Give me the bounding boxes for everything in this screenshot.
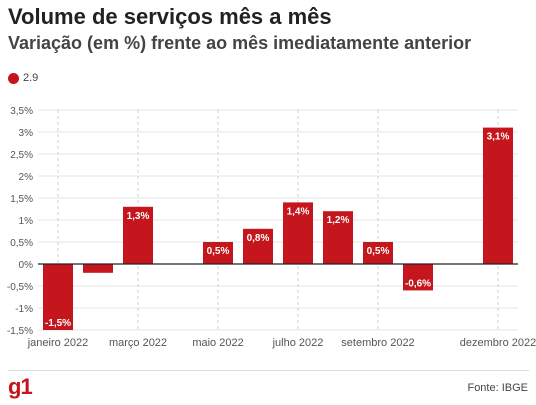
data-label: 1,2% [327, 215, 350, 226]
data-label: 0,8% [247, 233, 270, 244]
legend-swatch [8, 72, 19, 84]
chart-subtitle: Variação (em %) frente ao mês imediatame… [8, 33, 472, 53]
x-tick-label: setembro 2022 [341, 337, 414, 349]
x-tick-label: maio 2022 [192, 337, 243, 349]
y-tick-label: -0,5% [7, 282, 33, 293]
bar [283, 202, 313, 264]
data-label: 1,3% [127, 211, 150, 222]
bar [243, 228, 273, 264]
bar [123, 206, 153, 264]
data-label: 3,1% [487, 132, 510, 143]
y-tick-label: -1% [15, 304, 33, 315]
legend-label: 2.9 [23, 72, 39, 84]
y-tick-label: 1% [19, 216, 34, 227]
data-label: 0,5% [207, 246, 230, 257]
bar [323, 211, 353, 264]
y-tick-label: -1,5% [7, 326, 33, 337]
bar [83, 264, 113, 273]
bar [43, 264, 73, 330]
y-tick-label: 2,5% [10, 150, 33, 161]
data-label: 0,5% [367, 246, 390, 257]
y-tick-label: 1,5% [10, 194, 33, 205]
data-label: -0,6% [405, 278, 431, 289]
source-note: Fonte: IBGE [467, 382, 528, 394]
footer-divider [8, 370, 529, 371]
chart-title: Volume de serviços mês a mês [8, 4, 332, 29]
x-tick-label: dezembro 2022 [460, 337, 536, 349]
x-tick-label: março 2022 [109, 337, 167, 349]
y-tick-label: 0% [19, 260, 34, 271]
g1-logo: g1 [8, 374, 33, 399]
x-tick-label: janeiro 2022 [27, 337, 89, 349]
data-label: -1,5% [45, 318, 71, 329]
bar-chart: -1,5% -1% -0,5% 0% 0,5% 1% 1,5% 2% 2,5% 3% 3,5% -1,… [7, 106, 536, 349]
y-tick-label: 0,5% [10, 238, 33, 249]
y-tick-label: 3% [19, 128, 34, 139]
bar [203, 242, 233, 264]
data-label: 1,4% [287, 206, 310, 217]
bar [363, 242, 393, 264]
x-tick-label: julho 2022 [272, 337, 324, 349]
y-tick-label: 2% [19, 172, 34, 183]
y-tick-label: 3,5% [10, 106, 33, 117]
legend: 2.9 [8, 72, 38, 84]
bar [403, 264, 433, 291]
bar [483, 127, 513, 264]
